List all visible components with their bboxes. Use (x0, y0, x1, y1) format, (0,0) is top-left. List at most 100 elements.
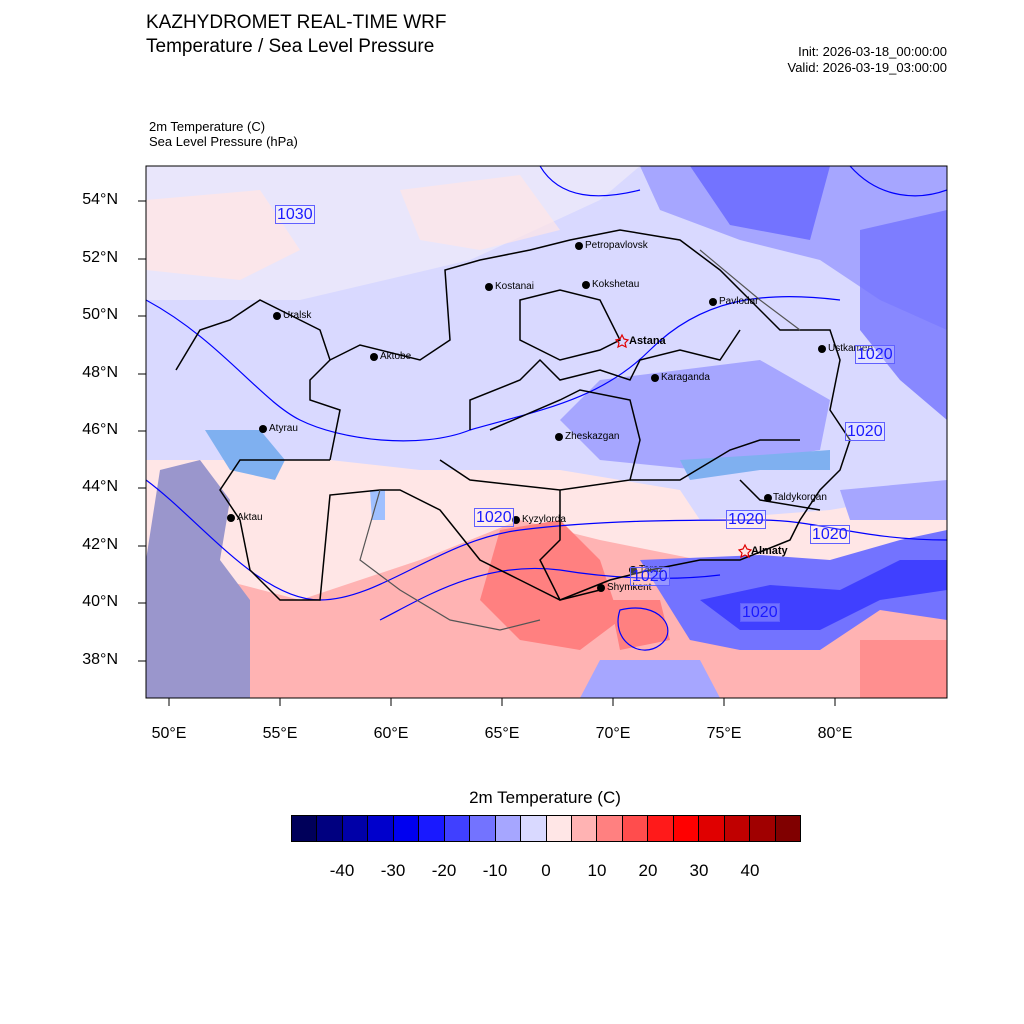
colorbar-swatch (393, 816, 420, 841)
colorbar-swatch (775, 816, 801, 841)
city-label-zheskazgan: Zheskazgan (565, 431, 620, 442)
city-label-astana: Astana (629, 335, 666, 347)
lon-ticks (168, 698, 836, 706)
city-marker-kyzylorda (512, 516, 520, 524)
lat-label-44: 44°N (82, 478, 118, 495)
colorbar-swatch (292, 816, 318, 841)
city-marker-aktau (227, 514, 235, 522)
temperature-field (146, 166, 947, 698)
title-line-1: KAZHYDROMET REAL-TIME WRF (146, 12, 447, 33)
init-time: Init: 2026-03-18_00:00:00 (798, 44, 947, 59)
colorbar-swatch (368, 816, 394, 841)
city-label-karaganda: Karaganda (661, 372, 710, 383)
colorbar-swatch (699, 816, 725, 841)
colorbar-swatch (495, 816, 522, 841)
lat-label-46: 46°N (82, 421, 118, 438)
colorbar-swatch (648, 816, 674, 841)
outer-borders (359, 249, 801, 631)
colorbar-swatch (750, 816, 776, 841)
city-label-shymkent: Shymkent (607, 582, 652, 593)
city-label-ustkamen: Ustkamen (828, 343, 874, 354)
city-marker-astana-star-icon (614, 333, 630, 349)
city-marker-aktobe (370, 353, 378, 361)
city-label-petropavlovsk: Petropavlovsk (585, 240, 648, 251)
colorbar-swatch (444, 816, 471, 841)
colorbar-tick: -40 (329, 861, 355, 880)
colorbar-swatch (342, 816, 369, 841)
city-marker-atyrau (259, 425, 267, 433)
lon-label-65: 65°E (484, 725, 520, 742)
city-marker-shymkent (597, 584, 605, 592)
isobar-label: 1020 (845, 422, 885, 441)
city-label-taraz: Taraz (639, 564, 664, 575)
lat-label-38: 38°N (82, 651, 118, 668)
lat-label-50: 50°N (82, 306, 118, 323)
city-label-taldykorgan: Taldykorgan (773, 492, 827, 503)
lon-label-50: 50°E (151, 725, 187, 742)
city-label-almaty: Almaty (751, 545, 788, 557)
colorbar-swatch (724, 816, 751, 841)
colorbar-swatch (571, 816, 598, 841)
colorbar-swatch (521, 816, 547, 841)
isobar-label: 1020 (810, 525, 850, 544)
city-label-kostanai: Kostanai (495, 281, 534, 292)
colorbar-swatch (597, 816, 623, 841)
city-marker-taraz (629, 566, 637, 574)
colorbar-tick: -20 (431, 861, 457, 880)
field-label-pressure: Sea Level Pressure (hPa) (149, 134, 298, 149)
colorbar-tick: 30 (689, 861, 709, 880)
city-label-kokshetau: Kokshetau (592, 279, 640, 290)
city-label-aktau: Aktau (237, 512, 263, 523)
city-label-aktobe: Aktobe (380, 351, 412, 362)
lat-label-42: 42°N (82, 536, 118, 553)
city-marker-kostanai (485, 283, 493, 291)
isobar-label: 1020 (630, 567, 670, 586)
city-label-kyzylorda: Kyzylorda (522, 514, 566, 525)
city-marker-zheskazgan (555, 433, 563, 441)
lat-label-54: 54°N (82, 191, 118, 208)
city-marker-ustkamen (818, 345, 826, 353)
colorbar-title: 2m Temperature (C) (469, 788, 621, 807)
colorbar-tick: 0 (541, 861, 551, 880)
lat-label-48: 48°N (82, 364, 118, 381)
lon-label-70: 70°E (595, 725, 631, 742)
lon-label-80: 80°E (817, 725, 853, 742)
city-label-atyrau: Atyrau (269, 423, 298, 434)
colorbar-tick: 20 (638, 861, 658, 880)
colorbar-swatch (317, 816, 343, 841)
colorbar-swatch (546, 816, 572, 841)
lat-ticks (138, 200, 146, 662)
field-label-temperature: 2m Temperature (C) (149, 119, 266, 134)
map-frame (145, 165, 948, 699)
colorbar-tick: 40 (740, 861, 760, 880)
lon-label-55: 55°E (262, 725, 298, 742)
city-marker-pavlodar (709, 298, 717, 306)
isobar-label: 1020 (474, 508, 514, 527)
lat-label-40: 40°N (82, 593, 118, 610)
city-markers (227, 242, 826, 592)
lon-label-75: 75°E (706, 725, 742, 742)
city-marker-karaganda (651, 374, 659, 382)
colorbar (291, 815, 801, 842)
title-line-2: Temperature / Sea Level Pressure (146, 36, 435, 57)
city-marker-taldykorgan (764, 494, 772, 502)
city-marker-kokshetau (582, 281, 590, 289)
isobar-label: 1020 (855, 345, 895, 364)
colorbar-swatch (673, 816, 700, 841)
city-marker-petropavlovsk (575, 242, 583, 250)
city-label-pavlodar: Pavlodar (719, 296, 759, 307)
colorbar-swatch (419, 816, 445, 841)
colorbar-swatch (622, 816, 649, 841)
isobar-label: 1020 (740, 603, 780, 622)
lat-label-52: 52°N (82, 249, 118, 266)
valid-time: Valid: 2026-03-19_03:00:00 (787, 60, 948, 75)
isobar-label: 1030 (275, 205, 315, 224)
colorbar-tick: -10 (482, 861, 508, 880)
city-label-uralsk: Uralsk (283, 310, 312, 321)
colorbar-tick: -30 (380, 861, 406, 880)
isobar-label: 1020 (726, 510, 766, 529)
city-marker-almaty-star-icon (737, 543, 753, 559)
lon-label-60: 60°E (373, 725, 409, 742)
colorbar-swatch (470, 816, 496, 841)
